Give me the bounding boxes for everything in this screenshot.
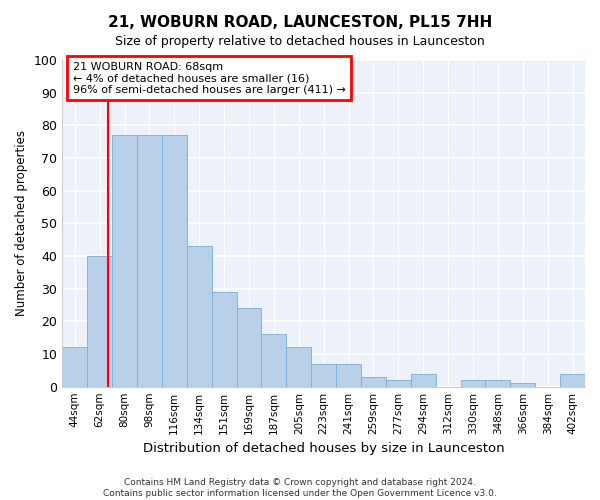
Bar	[262, 334, 286, 386]
Bar	[511, 384, 535, 386]
Bar	[311, 364, 336, 386]
Bar	[87, 256, 112, 386]
Text: Size of property relative to detached houses in Launceston: Size of property relative to detached ho…	[115, 35, 485, 48]
Bar	[361, 377, 386, 386]
Bar	[236, 308, 262, 386]
Bar	[137, 135, 162, 386]
Bar	[62, 348, 87, 387]
Bar	[461, 380, 485, 386]
Bar	[112, 135, 137, 386]
Bar	[485, 380, 511, 386]
Bar	[162, 135, 187, 386]
Bar	[212, 292, 236, 386]
Bar	[336, 364, 361, 386]
X-axis label: Distribution of detached houses by size in Launceston: Distribution of detached houses by size …	[143, 442, 505, 455]
Bar	[187, 246, 212, 386]
Bar	[560, 374, 585, 386]
Text: Contains HM Land Registry data © Crown copyright and database right 2024.
Contai: Contains HM Land Registry data © Crown c…	[103, 478, 497, 498]
Bar	[286, 348, 311, 387]
Y-axis label: Number of detached properties: Number of detached properties	[15, 130, 28, 316]
Bar	[411, 374, 436, 386]
Bar	[386, 380, 411, 386]
Text: 21, WOBURN ROAD, LAUNCESTON, PL15 7HH: 21, WOBURN ROAD, LAUNCESTON, PL15 7HH	[108, 15, 492, 30]
Text: 21 WOBURN ROAD: 68sqm
← 4% of detached houses are smaller (16)
96% of semi-detac: 21 WOBURN ROAD: 68sqm ← 4% of detached h…	[73, 62, 346, 95]
